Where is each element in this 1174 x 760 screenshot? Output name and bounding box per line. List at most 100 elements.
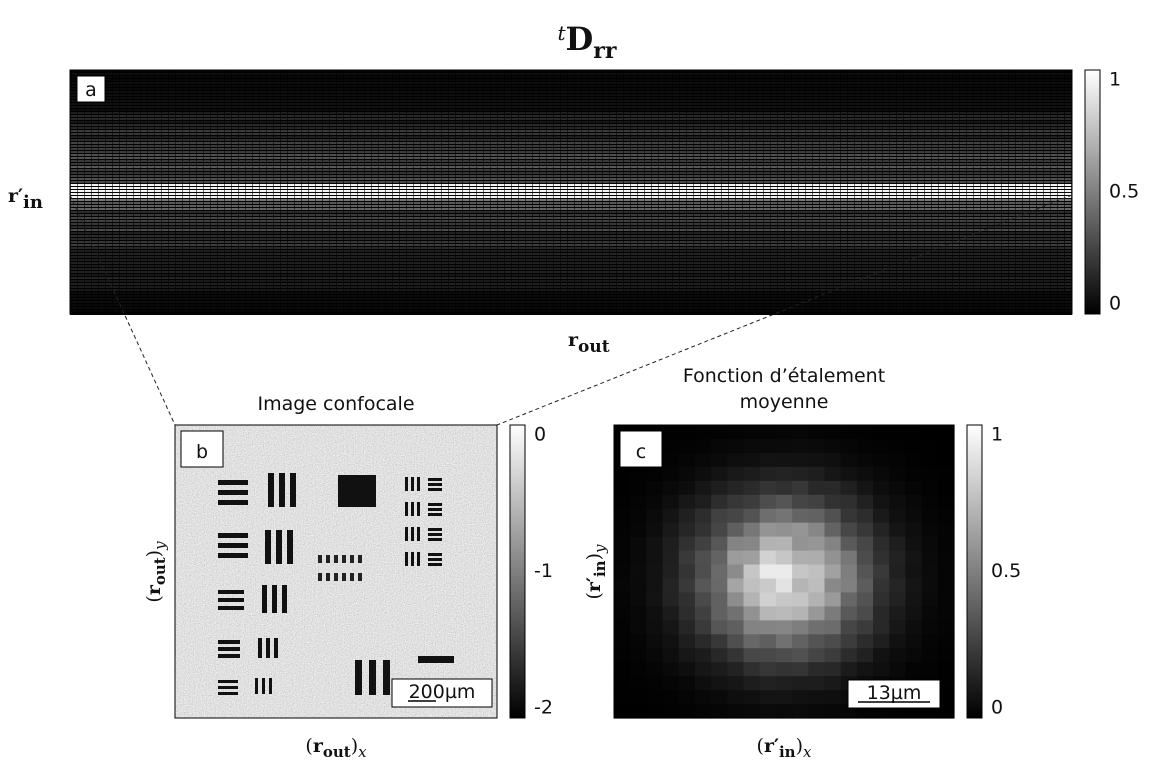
target-bar [218, 647, 240, 651]
psf-pixel [614, 704, 631, 719]
psf-pixel [824, 592, 842, 607]
psf-pixel [662, 438, 680, 454]
frame [613, 424, 955, 719]
psf-pixel [614, 676, 631, 691]
psf-pixel [646, 522, 664, 538]
psf-pixel [856, 452, 874, 468]
psf-pixel [792, 564, 809, 580]
psf-pixel [743, 592, 761, 607]
psf-pixel [905, 606, 923, 621]
target-bar [355, 660, 362, 695]
psf-pixel [889, 620, 907, 635]
psf-pixel [921, 480, 939, 496]
psf-pixel [711, 522, 728, 538]
psf-pixel [873, 480, 890, 496]
psf-pixel [630, 494, 647, 510]
psf-pixel [873, 662, 890, 677]
psf-pixel [630, 564, 647, 580]
psf-pixel [856, 508, 874, 524]
psf-pixel [840, 620, 858, 635]
psf-pixel [937, 564, 955, 580]
psf-pixel [824, 425, 842, 440]
psf-pixel [937, 690, 955, 705]
target-bar [218, 590, 244, 594]
psf-pixel [711, 592, 728, 607]
psf-pixel [792, 704, 809, 719]
psf-pixel [694, 578, 712, 594]
psf-pixel [873, 536, 890, 552]
psf-pixel [759, 438, 777, 454]
psf-pixel [727, 592, 745, 607]
psf-pixel [775, 508, 793, 524]
psf-pixel [694, 480, 712, 496]
psf-pixel [743, 536, 761, 552]
psf-pixel [711, 452, 728, 468]
psf-pixel [775, 606, 793, 621]
psf-pixel [889, 522, 907, 538]
target-square [338, 475, 376, 507]
frame [69, 69, 1073, 315]
psf-pixel [889, 480, 907, 496]
psf-pixel [711, 564, 728, 580]
colorbar-tick-label: 1 [991, 424, 1003, 446]
target-bar [405, 477, 408, 491]
target-bar [218, 680, 238, 683]
psf-pixel [759, 522, 777, 538]
psf-pixel [808, 690, 826, 705]
psf-pixel [711, 466, 728, 482]
psf-pixel [889, 466, 907, 482]
psf-pixel [614, 466, 631, 482]
panel-letter-box [619, 430, 663, 468]
psf-pixel [678, 494, 696, 510]
psf-pixel [808, 606, 826, 621]
target-bar [282, 585, 287, 613]
psf-pixel [905, 564, 923, 580]
psf-pixel [905, 620, 923, 635]
target-bar [266, 638, 270, 658]
psf-pixel [921, 620, 939, 635]
panel-b [174, 424, 498, 719]
psf-pixel [856, 592, 874, 607]
psf-pixel [678, 648, 696, 663]
psf-pixel [889, 550, 907, 566]
target-bar [405, 552, 408, 566]
psf-pixel [646, 578, 664, 594]
psf-pixel [678, 550, 696, 566]
psf-pixel [614, 578, 631, 594]
psf-pixel [873, 452, 890, 468]
psf-pixel [905, 634, 923, 649]
psf-pixel [824, 634, 842, 649]
psf-pixel [808, 578, 826, 594]
psf-pixel [678, 452, 696, 468]
colorbar-tick-label: 1 [1109, 69, 1121, 91]
psf-pixel [743, 508, 761, 524]
psf-pixel [775, 466, 793, 482]
psf-pixel [873, 522, 890, 538]
psf-pixel [840, 634, 858, 649]
psf-pixel [662, 704, 680, 719]
paren: ( [305, 735, 312, 757]
target-bar [383, 660, 390, 695]
target-bar [428, 533, 442, 536]
psf-pixel [808, 704, 826, 719]
psf-pixel [630, 550, 647, 566]
psf-pixel [678, 438, 696, 454]
label-sub: out [323, 743, 351, 760]
psf-pixel [808, 452, 826, 468]
psf-pixel [743, 550, 761, 566]
psf-pixel [662, 662, 680, 677]
target-bar [405, 502, 408, 516]
psf-pixel [889, 452, 907, 468]
psf-pixel [824, 662, 842, 677]
psf-pixel [662, 564, 680, 580]
psf-pixel [646, 466, 664, 482]
psf-pixel [694, 466, 712, 482]
psf-pixel [824, 466, 842, 482]
psf-pixel [711, 606, 728, 621]
psf-pixel [678, 704, 696, 719]
psf-pixel [937, 676, 955, 691]
psf-pixel [824, 494, 842, 510]
psf-pixel [775, 452, 793, 468]
psf-pixel [840, 494, 858, 510]
target-bar [218, 500, 248, 505]
